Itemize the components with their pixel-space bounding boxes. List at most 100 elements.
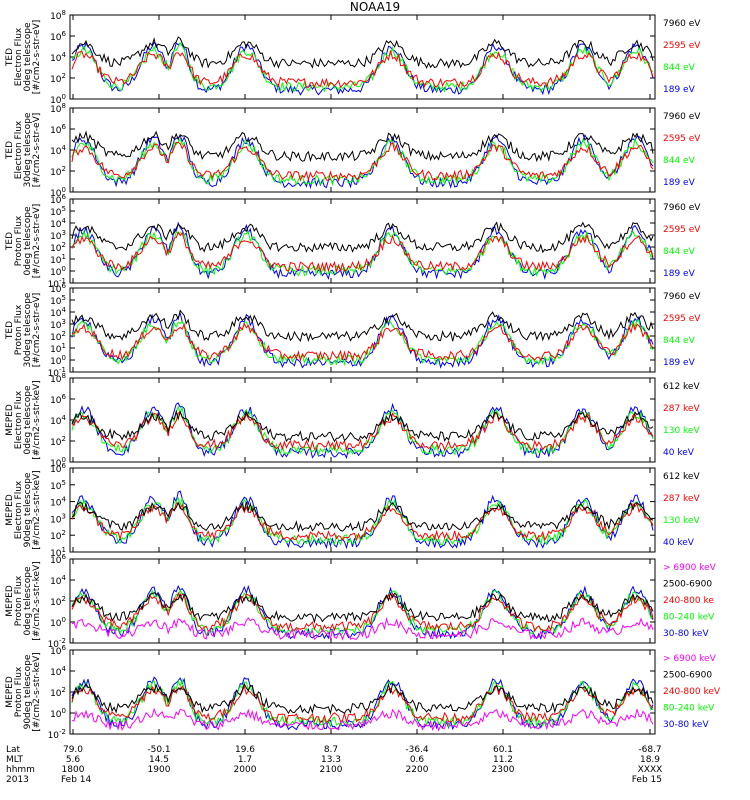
legend-entry: 2500-6900 (663, 580, 712, 590)
traces (71, 676, 654, 732)
x-tick-label-date: Feb 14 (61, 775, 92, 785)
traces (71, 584, 654, 641)
y-axis-label-line: TED (5, 232, 15, 251)
legend-entry: 7960 eV (663, 292, 701, 302)
y-axis-label-line: [#/cm2-s-str-keV] (32, 470, 42, 549)
legend-entry: 189 eV (663, 178, 696, 188)
y-axis-label-line: 0deg telescope (23, 566, 33, 636)
series-line-2500-6900 (71, 682, 654, 715)
traces (71, 130, 654, 190)
series-line--6900-kev (71, 707, 654, 732)
y-axis-label-line: Proton Flux (14, 575, 24, 626)
x-tick-label-mlt: 11.2 (493, 755, 513, 765)
x-tick-label-lat: 60.1 (493, 745, 513, 755)
y-axis-label-line: [#/cm2-s-str-eV] (32, 113, 42, 188)
legend-entry: 7960 eV (663, 19, 701, 29)
legend-entry: 844 eV (663, 156, 696, 166)
legend-entry: 130 keV (663, 426, 700, 436)
legend-entry: 2595 eV (663, 134, 701, 144)
x-tick-label-lat: 8.7 (324, 745, 338, 755)
y-tick-label: 104 (50, 496, 66, 509)
y-tick-label: 100 (50, 707, 66, 720)
x-tick-label-hhmm: 2000 (234, 765, 257, 775)
x-tick-label-hhmm: 1800 (62, 765, 85, 775)
x-tick-label-mlt: 18.9 (640, 755, 660, 765)
y-tick-label: 104 (50, 144, 66, 157)
y-axis-label-line: TED (5, 48, 15, 67)
x-tick-label-mlt: 14.5 (149, 755, 169, 765)
x-tick-label-lat: -50.1 (147, 745, 170, 755)
legend-entry: 287 keV (663, 494, 700, 504)
y-tick-label: 105 (50, 479, 66, 492)
y-axis-label-line: [#/cm2-s-str-eV] (32, 20, 42, 95)
legend-entry: 40 keV (663, 448, 695, 458)
x-tick-label-mlt: 5.6 (66, 755, 81, 765)
y-tick-label: 106 (50, 123, 66, 136)
y-tick-label: 102 (50, 165, 66, 178)
series-line-2595-ev (71, 322, 654, 363)
y-axis-label-line: [#/cm2-s-str-keV] (32, 561, 42, 640)
y-axis-label: MEPEDElectron Flux90deg telescope[#/cm2-… (5, 470, 42, 549)
series-line--6900-kev (71, 616, 654, 641)
x-tick-label-mlt: 13.3 (321, 755, 341, 765)
y-tick-label: 104 (50, 51, 66, 64)
x-tick-label-hhmm: XXXX (638, 765, 663, 775)
legend-entry: 189 eV (663, 85, 696, 95)
y-axis-label-line: Electron Flux (14, 480, 24, 539)
y-axis-label-line: [#/cm2-s-str-keV] (32, 652, 42, 731)
legend-entry: 80-240 keV (663, 704, 715, 714)
series-line-7960-ev (71, 221, 654, 254)
legend-entry: 30-80 keV (663, 629, 709, 639)
y-tick-label: 102 (50, 529, 66, 542)
y-tick-label: 104 (50, 665, 66, 678)
panel-frame (69, 467, 656, 553)
x-tick-label-hhmm: 1900 (148, 765, 171, 775)
y-tick-label: 106 (50, 393, 66, 406)
y-axis-label-line: 0deg telescope (23, 385, 33, 455)
chart-title: NOAA19 (350, 0, 400, 14)
y-axis-label-line: TED (5, 321, 15, 340)
series-line-240-800-ke (71, 591, 654, 633)
legend-entry: 2595 eV (663, 314, 701, 324)
y-axis-label-line: [#/cm2-s-str-eV] (32, 204, 42, 279)
legend-entry: 130 keV (663, 516, 700, 526)
series-line-189-ev (71, 41, 654, 96)
series-line-240-800-kev (71, 683, 654, 725)
series-line-189-ev (71, 133, 654, 190)
x-row-label: MLT (6, 755, 24, 765)
y-axis-label-line: Proton Flux (14, 215, 24, 266)
series-line-40-kev (71, 402, 654, 460)
legend-entry: 240-800 keV (663, 687, 721, 697)
series-line-189-ev (71, 311, 654, 369)
x-tick-label-date: Feb 15 (632, 775, 662, 785)
y-axis-label: TEDProton Flux0deg telescope[#/cm2-s-str… (5, 204, 42, 279)
panel-frame (69, 198, 656, 284)
panel-frame (69, 287, 656, 373)
y-axis-label-line: Proton Flux (14, 304, 24, 355)
x-tick-label-lat: -68.7 (638, 745, 661, 755)
y-tick-label: 103 (50, 512, 66, 525)
x-tick-label-lat: 19.6 (235, 745, 255, 755)
traces (71, 221, 654, 281)
legend-entry: 844 eV (663, 336, 696, 346)
series-line-7960-ev (71, 130, 654, 163)
y-axis-label: TEDElectron Flux0deg telescope[#/cm2-s-s… (5, 20, 42, 95)
legend-entry: 7960 eV (663, 112, 701, 122)
legend-entry: 287 keV (663, 404, 700, 414)
legend-entry: 30-80 keV (663, 720, 709, 730)
legend-entry: 240-800 ke (663, 596, 714, 606)
series-line-612-kev (71, 409, 654, 443)
y-axis-label-line: Electron Flux (14, 27, 24, 86)
x-row-label: hhmm (6, 765, 35, 775)
y-axis-label: TEDElectron Flux30deg telescope[#/cm2-s-… (5, 112, 42, 187)
y-axis-label-line: 30deg telescope (23, 292, 33, 367)
series-line-612-kev (71, 501, 654, 533)
series-line-844-ev (71, 41, 654, 93)
